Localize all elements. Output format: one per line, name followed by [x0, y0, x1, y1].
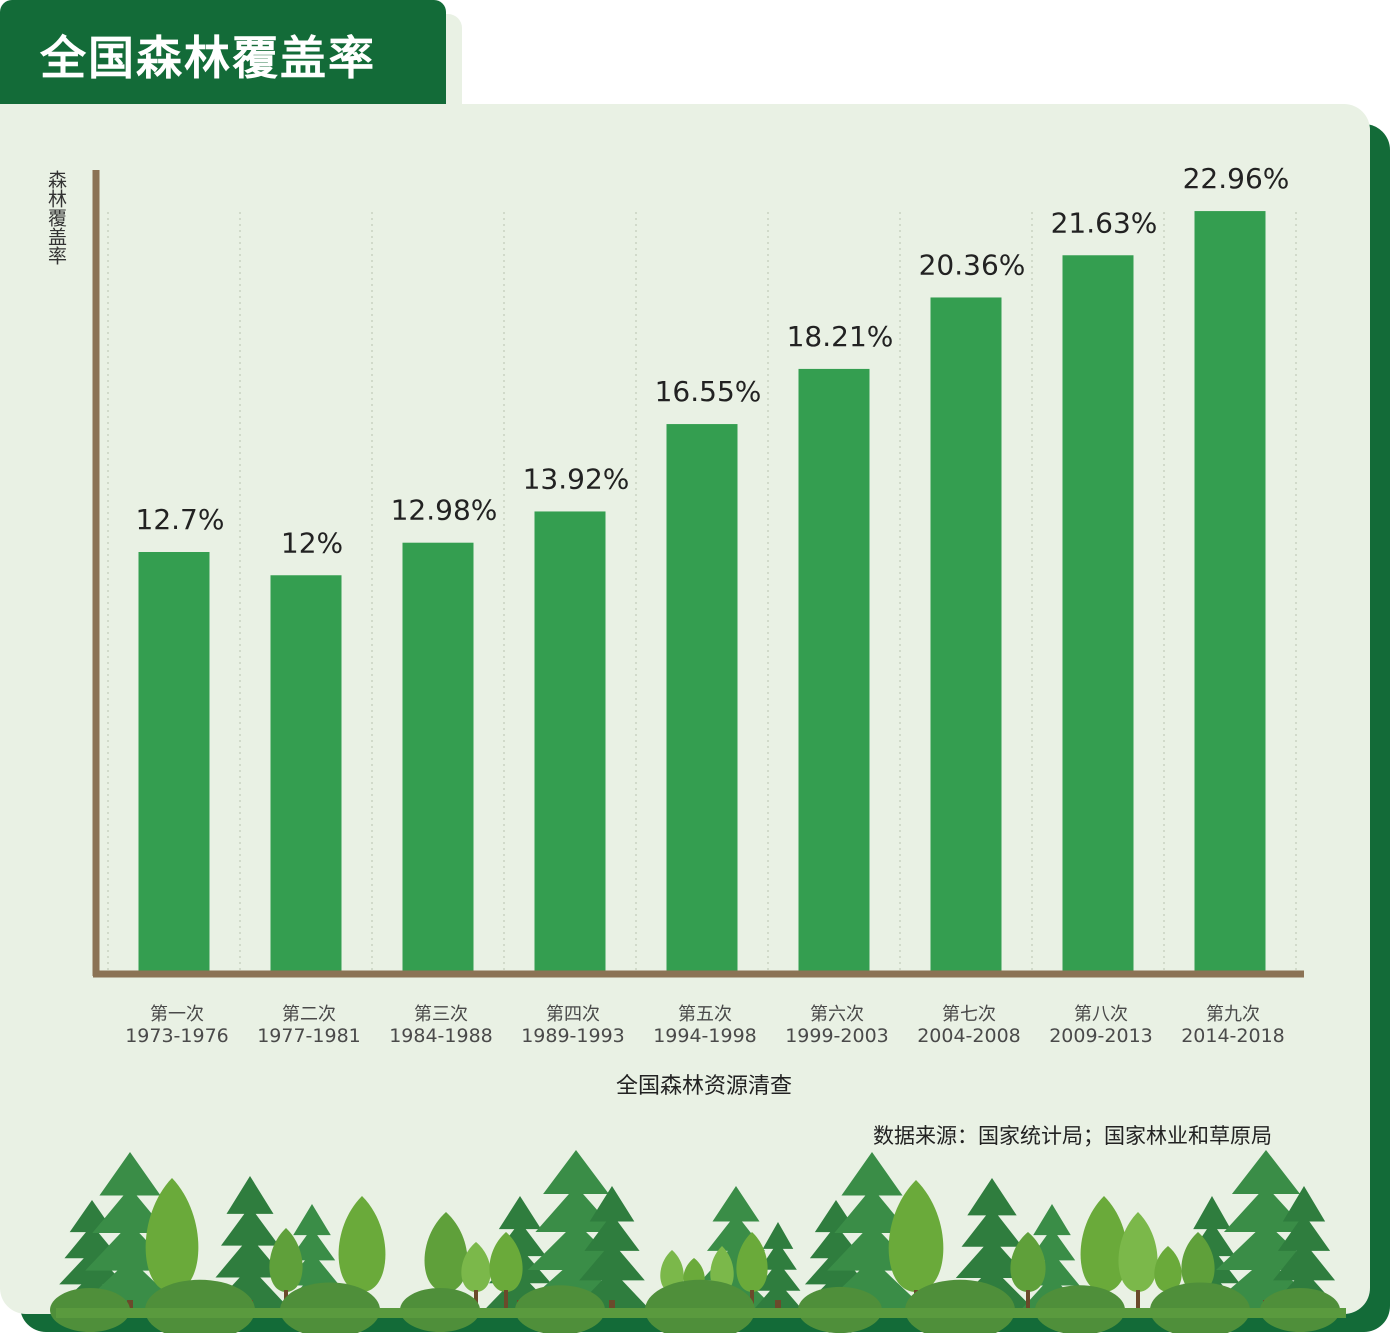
tree-trunk: [609, 1300, 615, 1310]
data-label: 22.96%: [1183, 162, 1290, 195]
bush: [145, 1279, 255, 1333]
bush: [905, 1279, 1015, 1333]
bush: [280, 1282, 380, 1333]
tick-label: 第三次: [414, 1004, 468, 1025]
tick-label: 第一次: [150, 1004, 204, 1025]
tick-label: 2014-2018: [1181, 1025, 1285, 1047]
data-label: 20.36%: [919, 248, 1026, 281]
bar: [402, 542, 474, 974]
bar: [138, 552, 210, 974]
leafy-tree: [1118, 1212, 1158, 1292]
data-label: 12.98%: [391, 494, 498, 527]
data-label: 12.7%: [136, 503, 225, 536]
leafy-tree: [461, 1242, 491, 1292]
bar: [666, 424, 738, 974]
leafy-tree: [1080, 1196, 1128, 1292]
tick-label: 第七次: [942, 1004, 996, 1025]
leafy-tree: [1181, 1232, 1215, 1292]
page-title: 全国森林覆盖率: [40, 31, 376, 85]
leafy-tree: [269, 1228, 303, 1292]
tree-trunk: [775, 1300, 781, 1310]
data-label: 16.55%: [655, 375, 762, 408]
tick-label: 1994-1998: [653, 1025, 757, 1047]
bar: [798, 368, 870, 974]
bar: [1062, 255, 1134, 974]
pine-tree: [1268, 1186, 1340, 1310]
tick-label: 第五次: [678, 1004, 732, 1025]
leafy-tree: [145, 1178, 199, 1292]
y-axis-label: 森林覆盖率: [45, 170, 67, 265]
tree-trunk: [1136, 1290, 1140, 1310]
bar: [270, 575, 342, 974]
leafy-tree: [710, 1246, 734, 1292]
tick-label: 2004-2008: [917, 1025, 1021, 1047]
leafy-tree: [736, 1232, 768, 1292]
tick-label: 第九次: [1206, 1004, 1260, 1025]
leafy-tree: [424, 1212, 468, 1292]
leafy-tree: [888, 1180, 944, 1292]
leafy-tree: [1154, 1246, 1182, 1292]
tick-label: 第六次: [810, 1004, 864, 1025]
tree-trunk: [474, 1290, 478, 1310]
pine-tree: [752, 1222, 804, 1312]
data-label: 18.21%: [787, 320, 894, 353]
leafy-tree: [1010, 1232, 1046, 1292]
x-axis-title: 全国森林资源清查: [615, 1074, 792, 1099]
tree-trunk: [504, 1290, 508, 1310]
bar: [930, 297, 1002, 975]
tick-label: 2009-2013: [1049, 1025, 1153, 1047]
pine-tree: [574, 1186, 650, 1310]
tick-label: 第四次: [546, 1004, 600, 1025]
tick-label: 1984-1988: [389, 1025, 493, 1047]
tick-label: 1999-2003: [785, 1025, 889, 1047]
data-label: 13.92%: [523, 462, 630, 495]
tick-label: 1977-1981: [257, 1025, 361, 1047]
data-label: 12%: [281, 526, 343, 559]
data-label: 21.63%: [1051, 206, 1158, 239]
ground-strip: [56, 1308, 1346, 1318]
tree-trunk: [1026, 1290, 1030, 1310]
tree-trunk: [127, 1300, 133, 1310]
tick-label: 第二次: [282, 1004, 336, 1025]
tick-label: 1989-1993: [521, 1025, 625, 1047]
bush: [645, 1279, 755, 1333]
bar: [1194, 211, 1266, 975]
tick-label: 第八次: [1074, 1004, 1128, 1025]
tick-label: 1973-1976: [125, 1025, 229, 1047]
source-note: 数据来源：国家统计局；国家林业和草原局: [873, 1124, 1272, 1148]
tree-trunk: [750, 1290, 754, 1310]
pine-tree: [210, 1176, 290, 1310]
leafy-tree: [338, 1196, 386, 1292]
leafy-tree: [660, 1250, 684, 1292]
leafy-tree: [489, 1232, 523, 1292]
bush: [1150, 1282, 1250, 1333]
bar: [534, 511, 606, 974]
title-tab: 全国森林覆盖率: [0, 0, 446, 104]
